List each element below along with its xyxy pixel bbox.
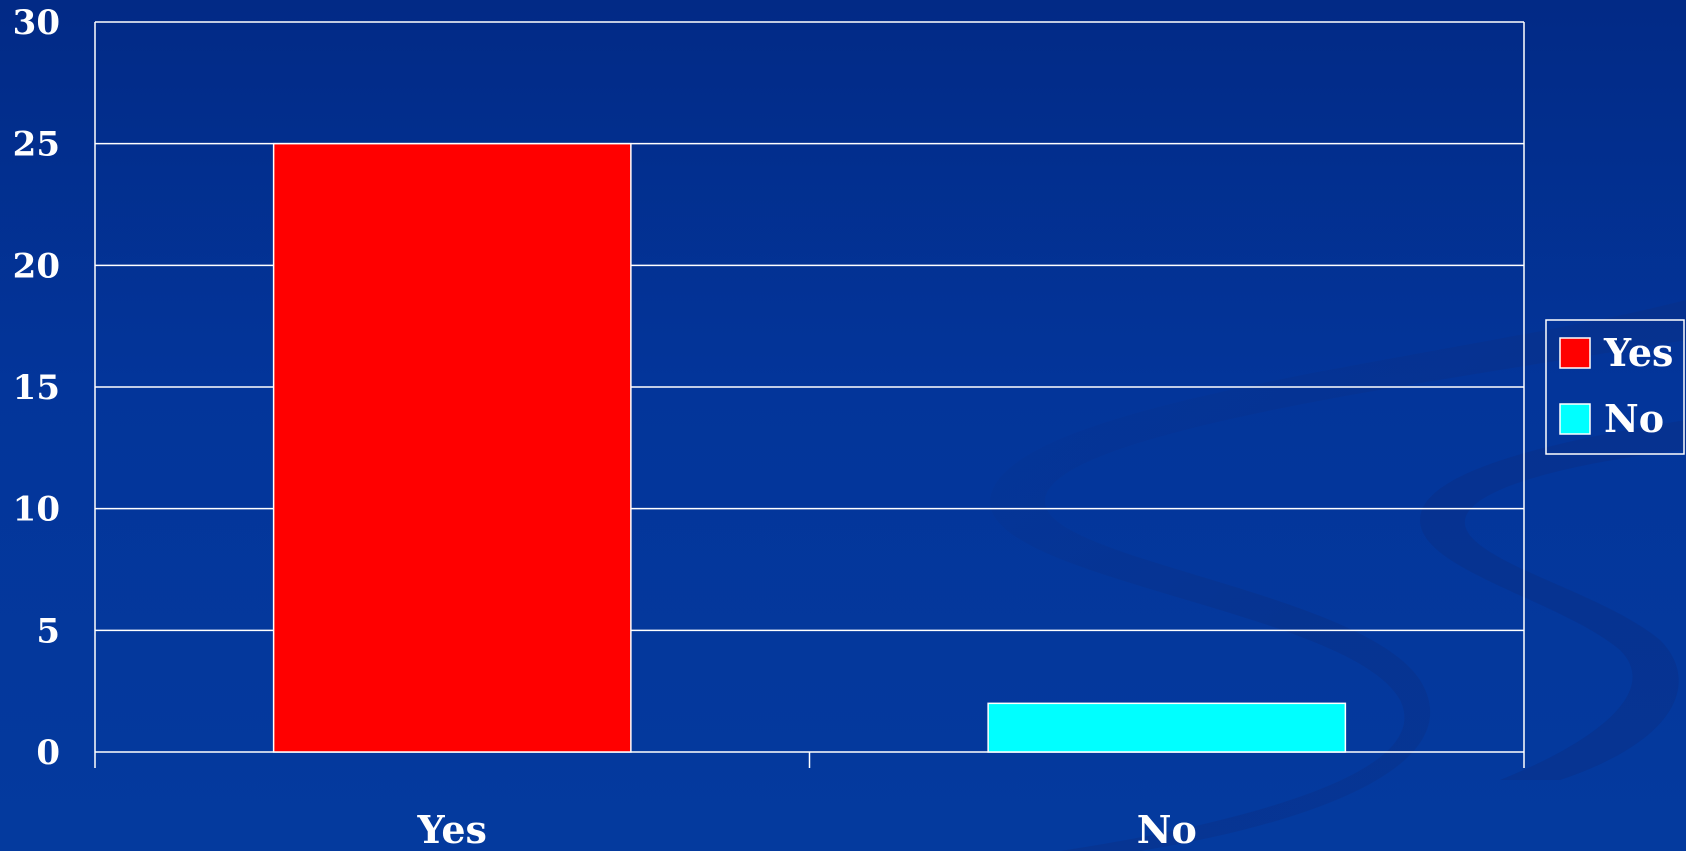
- x-category-label-no: No: [1137, 807, 1197, 851]
- legend: Yes No: [1545, 319, 1685, 455]
- y-tick-label-10: 10: [13, 490, 60, 530]
- legend-swatch-no: [1559, 403, 1591, 435]
- legend-label-yes: Yes: [1603, 330, 1673, 375]
- y-tick-label-15: 15: [13, 368, 60, 408]
- y-tick-label-30: 30: [13, 3, 60, 43]
- x-category-label-yes: Yes: [417, 807, 487, 851]
- bar-no: [987, 702, 1347, 753]
- y-tick-label-25: 25: [13, 125, 60, 165]
- y-tick-label-0: 0: [36, 733, 60, 773]
- bar-yes: [272, 142, 632, 753]
- legend-swatch-yes: [1559, 337, 1591, 369]
- legend-label-no: No: [1604, 396, 1664, 441]
- background-swoosh-decoration: [989, 300, 1686, 851]
- y-tick-label-20: 20: [13, 246, 60, 286]
- y-tick-label-5: 5: [36, 611, 60, 651]
- plot-area: 0 5 10 15 20 25 30 Yes No: [13, 3, 1525, 851]
- legend-box: [1545, 319, 1685, 455]
